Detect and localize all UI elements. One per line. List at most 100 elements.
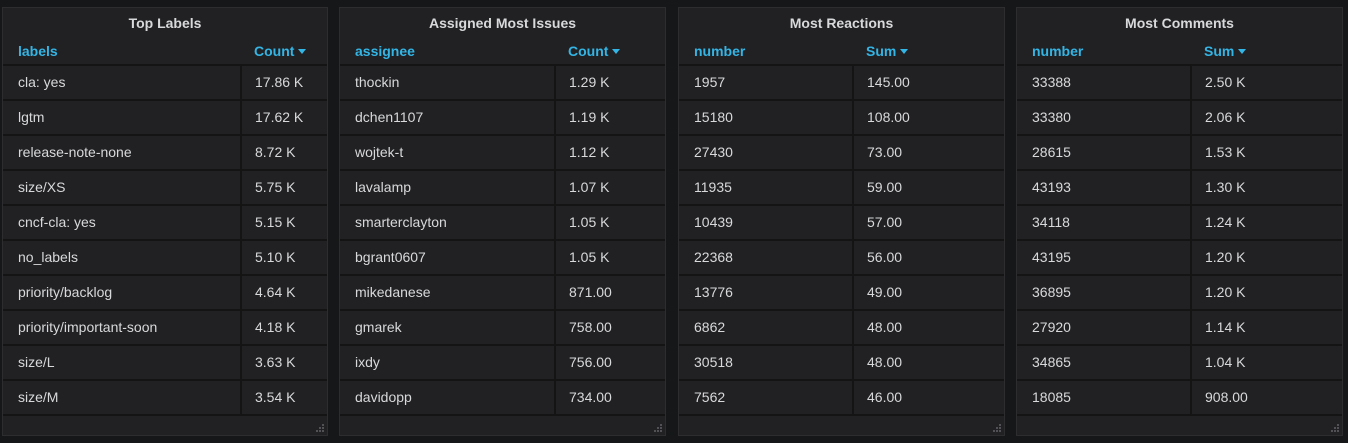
table-cell-number: 11935 xyxy=(694,179,732,195)
column-divider xyxy=(852,241,854,274)
table-cell-sum: 1.14 K xyxy=(1205,319,1246,335)
column-divider xyxy=(1190,381,1192,414)
resize-handle-icon[interactable] xyxy=(992,423,1002,433)
table-row: 10439 57.00 xyxy=(679,206,1004,241)
table-cell-sum: 1.04 K xyxy=(1205,354,1246,370)
column-header-label: Count xyxy=(254,43,295,59)
sort-descending-icon xyxy=(612,48,621,54)
column-header-count[interactable]: Count xyxy=(568,38,621,64)
table-cell-number: 22368 xyxy=(694,249,733,265)
table-cell-number: 7562 xyxy=(694,389,726,405)
table-cell-count: 758.00 xyxy=(569,319,612,335)
column-divider xyxy=(1190,171,1192,204)
table-cell-sum: 56.00 xyxy=(867,249,903,265)
table-cell-number: 33388 xyxy=(1032,74,1071,90)
table-cell-assignee: mikedanese xyxy=(355,284,431,300)
column-divider xyxy=(240,276,242,309)
table-cell-number: 43195 xyxy=(1032,249,1071,265)
column-header-number[interactable]: number xyxy=(694,43,746,59)
table-row: gmarek 758.00 xyxy=(340,311,665,346)
resize-handle-icon[interactable] xyxy=(315,423,325,433)
table-row: 11935 59.00 xyxy=(679,171,1004,206)
table-row: 33388 2.50 K xyxy=(1017,66,1342,101)
table-cell-assignee: wojtek-t xyxy=(355,144,404,160)
table-cell-sum: 46.00 xyxy=(867,389,903,405)
column-divider xyxy=(240,311,242,344)
table-cell-labels: cncf-cla: yes xyxy=(18,214,96,230)
panel-top-labels: Top Labels labels Count cla: yes 17.86 K lgtm… xyxy=(2,7,328,436)
table-cell-count: 756.00 xyxy=(569,354,612,370)
table-cell-number: 27430 xyxy=(694,144,733,160)
table-cell-labels: size/XS xyxy=(18,179,66,195)
column-header-labels[interactable]: labels xyxy=(18,43,58,59)
table-cell-number: 34865 xyxy=(1032,354,1071,370)
sort-descending-icon xyxy=(1238,48,1247,54)
column-divider xyxy=(554,66,556,99)
table-row: size/M 3.54 K xyxy=(3,381,327,416)
table-cell-number: 13776 xyxy=(694,284,733,300)
table-body: cla: yes 17.86 K lgtm 17.62 K release-note-n… xyxy=(3,66,327,416)
column-divider xyxy=(240,101,242,134)
table-cell-sum: 1.53 K xyxy=(1205,144,1246,160)
panel-title[interactable]: Most Reactions xyxy=(789,15,894,31)
table-row: bgrant0607 1.05 K xyxy=(340,241,665,276)
table-row: wojtek-t 1.12 K xyxy=(340,136,665,171)
table-row: 33380 2.06 K xyxy=(1017,101,1342,136)
column-divider xyxy=(240,346,242,379)
table-row: 43195 1.20 K xyxy=(1017,241,1342,276)
table-body: thockin 1.29 K dchen1107 1.19 K wojtek-t 1.12… xyxy=(340,66,665,416)
column-divider xyxy=(240,66,242,99)
table-cell-sum: 1.30 K xyxy=(1205,179,1246,195)
table-cell-count: 3.54 K xyxy=(255,389,296,405)
table-header: number Sum xyxy=(1017,38,1342,66)
resize-handle-icon[interactable] xyxy=(653,423,663,433)
table-cell-count: 1.12 K xyxy=(569,144,610,160)
table-cell-sum: 145.00 xyxy=(867,74,910,90)
table-body: 1957 145.00 15180 108.00 27430 73.00 11935 59.0… xyxy=(679,66,1004,416)
table-header: number Sum xyxy=(679,38,1004,66)
panel-most-comments: Most Comments number Sum 33388 2.50 K 33380 2.… xyxy=(1016,7,1343,436)
panel-title[interactable]: Assigned Most Issues xyxy=(428,15,577,31)
table-cell-count: 4.64 K xyxy=(255,284,296,300)
table-cell-sum: 908.00 xyxy=(1205,389,1248,405)
column-divider xyxy=(240,206,242,239)
table-cell-sum: 48.00 xyxy=(867,319,903,335)
table-cell-sum: 108.00 xyxy=(867,109,910,125)
column-header-sum[interactable]: Sum xyxy=(866,38,909,64)
table-row: 1957 145.00 xyxy=(679,66,1004,101)
column-divider xyxy=(240,241,242,274)
column-header-label: Sum xyxy=(1204,43,1235,59)
panel-most-reactions: Most Reactions number Sum 1957 145.00 15180 10… xyxy=(678,7,1005,436)
column-divider xyxy=(1190,276,1192,309)
table-cell-number: 43193 xyxy=(1032,179,1071,195)
table-cell-number: 6862 xyxy=(694,319,726,335)
table-cell-assignee: thockin xyxy=(355,74,400,90)
column-header-count[interactable]: Count xyxy=(254,38,307,64)
table-cell-sum: 1.24 K xyxy=(1205,214,1246,230)
column-divider xyxy=(554,381,556,414)
table-cell-count: 5.15 K xyxy=(255,214,296,230)
column-divider xyxy=(852,311,854,344)
column-header-assignee[interactable]: assignee xyxy=(355,43,415,59)
table-header: assignee Count xyxy=(340,38,665,66)
column-divider xyxy=(554,171,556,204)
table-row: 27430 73.00 xyxy=(679,136,1004,171)
table-row: size/XS 5.75 K xyxy=(3,171,327,206)
column-divider xyxy=(852,66,854,99)
column-divider xyxy=(240,171,242,204)
resize-handle-icon[interactable] xyxy=(1330,423,1340,433)
table-cell-count: 1.07 K xyxy=(569,179,610,195)
column-divider xyxy=(554,241,556,274)
table-cell-count: 1.19 K xyxy=(569,109,610,125)
column-header-number[interactable]: number xyxy=(1032,43,1084,59)
panel-title[interactable]: Most Comments xyxy=(1125,15,1234,31)
table-cell-labels: priority/backlog xyxy=(18,284,113,300)
table-cell-count: 1.29 K xyxy=(569,74,610,90)
table-cell-count: 8.72 K xyxy=(255,144,296,160)
table-cell-number: 27920 xyxy=(1032,319,1071,335)
panel-title[interactable]: Top Labels xyxy=(128,15,202,31)
table-cell-sum: 73.00 xyxy=(867,144,903,160)
column-header-sum[interactable]: Sum xyxy=(1204,38,1247,64)
table-cell-number: 33380 xyxy=(1032,109,1071,125)
table-row: priority/backlog 4.64 K xyxy=(3,276,327,311)
